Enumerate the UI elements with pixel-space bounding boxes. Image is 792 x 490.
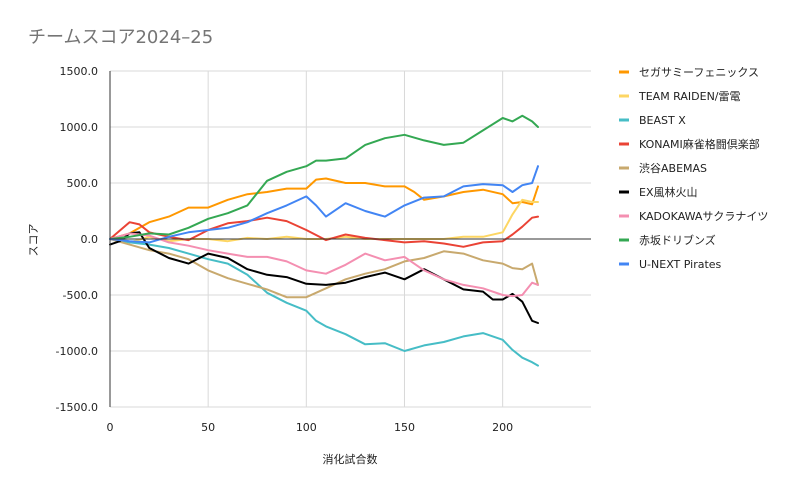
legend-label: TEAM RAIDEN/雷電 [638, 90, 741, 103]
legend-label: KADOKAWAサクラナイツ [639, 210, 768, 223]
x-tick-label: 0 [107, 421, 114, 434]
x-tick-label: 150 [394, 421, 415, 434]
series-line-5 [109, 238, 539, 299]
series-line-1 [109, 177, 539, 240]
x-tick-label: 200 [492, 421, 513, 434]
legend: セガサミーフェニックス TEAM RAIDEN/雷電 BEAST X KONAMI麻雀… [619, 66, 768, 271]
chart-title: チームスコア2024–25 [28, 27, 213, 48]
legend-label: EX風林火山 [639, 185, 698, 199]
series-line-3 [109, 238, 539, 367]
y-tick-label: 1500.0 [60, 65, 99, 78]
y-tick-label: 1000.0 [60, 121, 99, 134]
legend-label: 渋谷ABEMAS [639, 162, 707, 175]
x-axis-tick-labels: 0 50 100 150 200 [107, 421, 514, 434]
legend-label: KONAMI麻雀格闘倶楽部 [639, 137, 760, 151]
y-tick-label: -1000.0 [56, 345, 98, 358]
legend-label: 赤坂ドリブンズ [639, 233, 716, 247]
x-tick-label: 100 [296, 421, 317, 434]
x-axis-label: 消化試合数 [323, 452, 378, 466]
series-line-6 [109, 231, 539, 324]
y-tick-label: -1500.0 [56, 401, 98, 414]
series-line-7 [109, 232, 539, 298]
y-tick-label: -500.0 [63, 289, 98, 302]
x-tick-label: 50 [201, 421, 215, 434]
axes [109, 71, 591, 407]
legend-label: BEAST X [639, 114, 686, 127]
y-tick-label: 0.0 [81, 233, 99, 246]
y-tick-label: 500.0 [67, 177, 99, 190]
y-axis-label: スコア [27, 224, 40, 257]
series-line-8 [109, 114, 539, 240]
series-line-9 [109, 165, 539, 244]
series-line-4 [109, 215, 539, 248]
y-axis-tick-labels: 1500.0 1000.0 500.0 0.0 -500.0 -1000.0 -1500.0 [56, 65, 98, 414]
legend-label: セガサミーフェニックス [639, 66, 759, 79]
legend-label: U-NEXT Pirates [639, 258, 722, 271]
series-lines [109, 114, 539, 367]
